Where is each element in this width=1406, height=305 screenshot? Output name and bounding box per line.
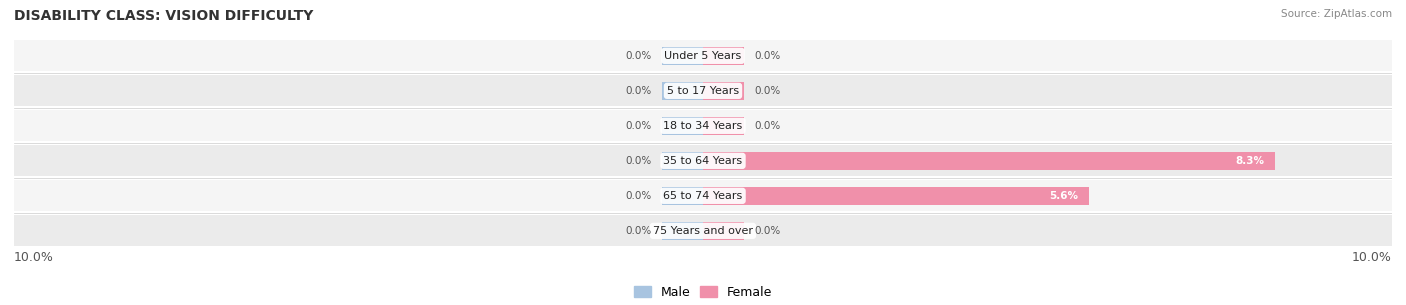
Bar <box>703 82 744 100</box>
Bar <box>14 215 1392 246</box>
Text: 0.0%: 0.0% <box>626 191 651 201</box>
Bar <box>703 117 744 135</box>
Text: 0.0%: 0.0% <box>626 86 651 96</box>
Text: 0.0%: 0.0% <box>626 226 651 236</box>
Text: 0.0%: 0.0% <box>626 156 651 166</box>
Text: 10.0%: 10.0% <box>14 251 53 264</box>
Bar <box>662 117 703 135</box>
Bar <box>662 222 703 240</box>
Text: 5 to 17 Years: 5 to 17 Years <box>666 86 740 96</box>
Text: 0.0%: 0.0% <box>755 51 780 61</box>
Text: 0.0%: 0.0% <box>755 86 780 96</box>
Text: 5.6%: 5.6% <box>1049 191 1078 201</box>
Bar <box>703 152 1275 170</box>
Bar <box>14 145 1392 176</box>
Bar <box>662 152 703 170</box>
Text: 65 to 74 Years: 65 to 74 Years <box>664 191 742 201</box>
Bar <box>14 181 1392 211</box>
Bar <box>14 75 1392 106</box>
Legend: Male, Female: Male, Female <box>628 281 778 304</box>
Text: Under 5 Years: Under 5 Years <box>665 51 741 61</box>
Bar <box>703 187 1088 205</box>
Bar <box>14 41 1392 71</box>
Text: 10.0%: 10.0% <box>1353 251 1392 264</box>
Text: 18 to 34 Years: 18 to 34 Years <box>664 121 742 131</box>
Text: 0.0%: 0.0% <box>626 121 651 131</box>
Text: 35 to 64 Years: 35 to 64 Years <box>664 156 742 166</box>
Bar <box>662 47 703 65</box>
Text: Source: ZipAtlas.com: Source: ZipAtlas.com <box>1281 9 1392 19</box>
Text: 75 Years and over: 75 Years and over <box>652 226 754 236</box>
Bar <box>662 187 703 205</box>
Text: 0.0%: 0.0% <box>626 51 651 61</box>
Bar <box>703 47 744 65</box>
Text: DISABILITY CLASS: VISION DIFFICULTY: DISABILITY CLASS: VISION DIFFICULTY <box>14 9 314 23</box>
Bar <box>662 82 703 100</box>
Text: 0.0%: 0.0% <box>755 121 780 131</box>
Text: 8.3%: 8.3% <box>1236 156 1264 166</box>
Bar <box>703 222 744 240</box>
Text: 0.0%: 0.0% <box>755 226 780 236</box>
Bar <box>14 110 1392 141</box>
